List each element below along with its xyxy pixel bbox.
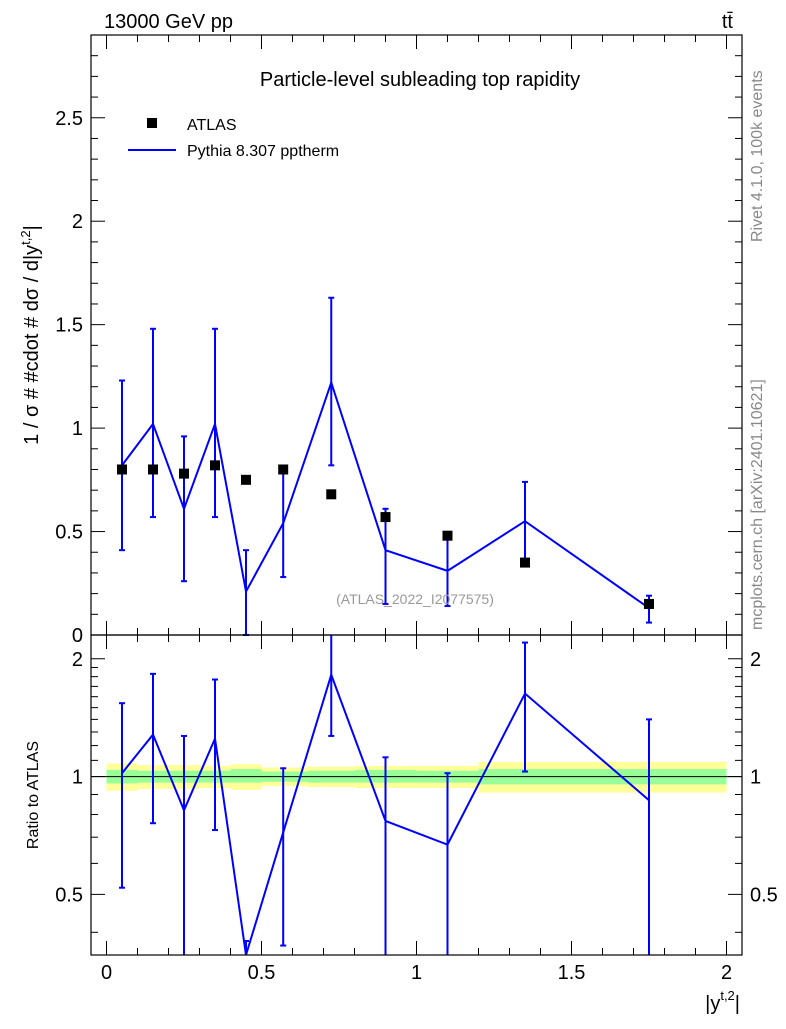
x-axis-label-sup: t,2 xyxy=(720,988,734,1003)
x-axis-label: |yt,2| xyxy=(705,988,740,1015)
y-tick-label: 1.5 xyxy=(55,315,83,337)
ratio-panel: 0.5 0.5 1 1 2 2 0 0.5 1 1.5 2 Ratio to ATLAS |yt,… xyxy=(25,634,778,1015)
atlas-marker xyxy=(148,464,158,475)
atlas-marker xyxy=(380,512,391,523)
atlas-marker xyxy=(326,489,337,500)
main-y-axis-label-end: | xyxy=(21,225,43,230)
ratio-frame xyxy=(90,634,743,956)
process-label: tt̄ xyxy=(722,11,734,33)
x-tick-label: 1.5 xyxy=(558,962,586,984)
legend-pythia-label: Pythia 8.307 pptherm xyxy=(187,143,339,160)
chart-title: Particle-level subleading top rapidity xyxy=(260,69,580,91)
ratio-series xyxy=(119,635,652,956)
x-tick-label: 0.5 xyxy=(248,962,276,984)
atlas-series xyxy=(117,460,654,609)
ratio-y-tick-label-right: 1 xyxy=(750,767,761,789)
rivet-label: Rivet 4.1.0, 100k events xyxy=(749,70,766,242)
atlas-marker xyxy=(179,468,189,479)
atlas-marker xyxy=(442,530,453,541)
ratio-y-tick-label: 0.5 xyxy=(55,884,83,906)
main-ticks xyxy=(91,35,742,636)
pythia-series xyxy=(119,296,652,636)
atlas-marker xyxy=(644,598,654,609)
legend-atlas-marker xyxy=(147,118,157,128)
y-tick-label: 2 xyxy=(72,211,83,233)
atlas-marker xyxy=(210,460,220,471)
x-tick-labels: 0 0.5 1 1.5 2 xyxy=(101,962,732,984)
legend-atlas-label: ATLAS xyxy=(187,117,237,134)
ratio-y-axis-label: Ratio to ATLAS xyxy=(25,741,42,849)
ratio-y-tick-label-right: 2 xyxy=(750,649,761,671)
atlas-marker xyxy=(520,557,530,568)
main-panel: 0 0.5 1 1.5 2 2.5 Particle-level subleading t… xyxy=(18,34,743,647)
x-axis-label-end: | xyxy=(735,993,740,1015)
x-tick-label: 2 xyxy=(721,962,732,984)
atlas-marker xyxy=(241,474,251,485)
mcplots-label: mcplots.cern.ch [arXiv:2401.10621] xyxy=(749,379,766,630)
y-tick-label: 1 xyxy=(72,418,83,440)
main-y-axis-label-text: 1 / σ # #cdot # dσ / d|y xyxy=(21,245,43,445)
x-axis-label-text: |y xyxy=(705,993,720,1015)
y-tick-label: 0 xyxy=(72,625,83,647)
atlas-marker xyxy=(278,464,289,475)
ratio-ticks xyxy=(91,635,742,955)
ratio-y-tick-label-right: 0.5 xyxy=(750,884,778,906)
main-y-tick-labels: 0 0.5 1 1.5 2 2.5 xyxy=(55,108,83,647)
main-y-axis-label-sup: t,2 xyxy=(18,230,33,244)
inner-band xyxy=(230,769,262,783)
watermark: (ATLAS_2022_I2077575) xyxy=(336,591,494,607)
ratio-y-tick-label: 2 xyxy=(72,649,83,671)
x-tick-label: 1 xyxy=(411,962,422,984)
x-tick-label: 0 xyxy=(101,962,112,984)
ratio-y-tick-labels: 0.5 0.5 1 1 2 2 xyxy=(55,649,778,907)
atlas-marker xyxy=(117,464,127,475)
y-tick-label: 2.5 xyxy=(55,108,83,130)
legend: ATLAS Pythia 8.307 pptherm xyxy=(128,117,339,160)
ratio-y-tick-label: 1 xyxy=(72,767,83,789)
main-y-axis-label: 1 / σ # #cdot # dσ / d|yt,2| xyxy=(18,225,43,445)
y-tick-label: 0.5 xyxy=(55,522,83,544)
energy-label: 13000 GeV pp xyxy=(104,11,233,33)
